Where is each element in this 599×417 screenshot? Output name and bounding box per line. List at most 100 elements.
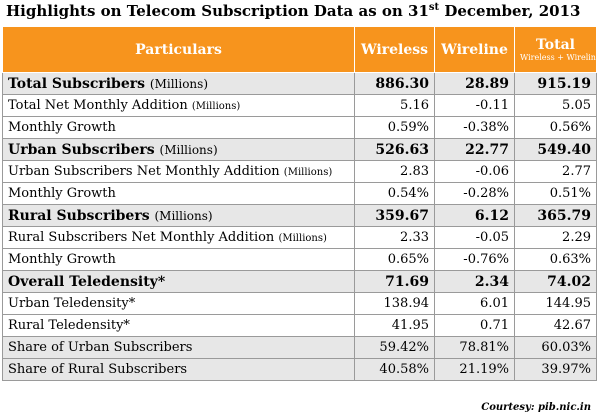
table-row: Monthly Growth 0.54% -0.28% 0.51% [2,182,597,205]
row-unit: (Millions) [191,101,241,112]
row-label: Total Subscribers (Millions) [2,72,355,95]
cell-total: 0.51% [514,182,597,205]
table-row: Rural Teledensity* 41.95 0.71 42.67 [2,314,597,337]
cell-total: 0.63% [514,248,597,271]
row-label-text: Monthly Growth [8,186,116,201]
cell-wireline: 6.12 [434,204,515,227]
courtesy-note: Courtesy: pib.nic.in [481,402,591,413]
cell-wireline: -0.05 [434,226,515,249]
cell-total: 39.97% [514,358,597,381]
table-row: Rural Subscribers Net Monthly Addition (… [2,226,597,249]
table-row: Overall Teledensity* 71.69 2.34 74.02 [2,270,597,293]
cell-wireless: 2.33 [354,226,435,249]
cell-wireline: -0.11 [434,94,515,117]
row-unit: (Millions) [283,167,333,178]
row-label: Total Net Monthly Addition (Millions) [2,94,355,117]
table-row: Rural Subscribers (Millions) 359.67 6.12 36… [2,204,597,227]
cell-total: 2.77 [514,160,597,183]
cell-total: 60.03% [514,336,597,359]
row-label: Urban Subscribers (Millions) [2,138,355,161]
cell-total: 5.05 [514,94,597,117]
row-unit: (Millions) [154,208,213,223]
cell-wireless: 2.83 [354,160,435,183]
table-header-row: Particulars Wireless Wireline Total Wire… [2,26,597,73]
table-row: Share of Urban Subscribers 59.42% 78.81% 60… [2,336,597,359]
row-label: Urban Subscribers Net Monthly Addition (… [2,160,355,183]
header-total-sublabel: Wireless + Wireline [520,52,597,62]
cell-total: 549.40 [514,138,597,161]
row-label-text: Total Net Monthly Addition [8,98,188,113]
row-label-text: Rural Subscribers [8,207,150,224]
table-row: Share of Rural Subscribers 40.58% 21.19% 39… [2,358,597,381]
page-title: Highlights on Telecom Subscription Data … [0,0,599,22]
row-label: Rural Teledensity* [2,314,355,337]
cell-wireline: 6.01 [434,292,515,315]
cell-wireless: 0.59% [354,116,435,139]
cell-total: 365.79 [514,204,597,227]
row-label: Monthly Growth [2,116,355,139]
row-unit: (Millions) [149,76,209,91]
header-wireless: Wireless [354,26,435,73]
table-row: Urban Subscribers (Millions) 526.63 22.77 5… [2,138,597,161]
cell-wireless: 526.63 [354,138,435,161]
row-label: Monthly Growth [2,182,355,205]
cell-total: 915.19 [514,72,597,95]
table-row: Total Subscribers (Millions) 886.30 28.89 9… [2,72,597,95]
row-label-text: Share of Urban Subscribers [8,340,193,355]
row-label: Rural Subscribers Net Monthly Addition (… [2,226,355,249]
header-wireline: Wireline [434,26,515,73]
row-label-text: Urban Teledensity* [8,296,136,311]
row-label: Share of Rural Subscribers [2,358,355,381]
cell-wireline: 0.71 [434,314,515,337]
cell-total: 2.29 [514,226,597,249]
cell-wireline: -0.06 [434,160,515,183]
header-total: Total Wireless + Wireline [514,26,597,73]
row-label-text: Share of Rural Subscribers [8,362,188,377]
cell-total: 74.02 [514,270,597,293]
row-label: Overall Teledensity* [2,270,355,293]
cell-wireless: 0.54% [354,182,435,205]
row-label-text: Overall Teledensity* [8,273,166,290]
cell-wireless: 0.65% [354,248,435,271]
row-unit: (Millions) [159,142,218,157]
cell-wireline: 21.19% [434,358,515,381]
row-label: Rural Subscribers (Millions) [2,204,355,227]
title-prefix: Highlights on Telecom Subscription Data … [6,2,429,20]
cell-wireless: 40.58% [354,358,435,381]
row-label-text: Total Subscribers [8,75,146,92]
cell-total: 144.95 [514,292,597,315]
row-label: Urban Teledensity* [2,292,355,315]
cell-total: 0.56% [514,116,597,139]
cell-wireline: -0.38% [434,116,515,139]
header-particulars: Particulars [2,26,355,73]
cell-wireless: 138.94 [354,292,435,315]
row-label-text: Monthly Growth [8,120,116,135]
row-label-text: Monthly Growth [8,252,116,267]
table-row: Urban Subscribers Net Monthly Addition (… [2,160,597,183]
row-label-text: Rural Teledensity* [8,318,130,333]
cell-wireline: 28.89 [434,72,515,95]
title-superscript: st [428,2,440,13]
cell-wireline: 2.34 [434,270,515,293]
cell-wireline: -0.76% [434,248,515,271]
row-label-text: Urban Subscribers [8,141,155,158]
row-unit: (Millions) [278,233,327,244]
cell-wireless: 41.95 [354,314,435,337]
row-label: Monthly Growth [2,248,355,271]
table-row: Monthly Growth 0.65% -0.76% 0.63% [2,248,597,271]
subscription-table: Particulars Wireless Wireline Total Wire… [2,26,597,381]
cell-wireline: 78.81% [434,336,515,359]
table-row: Monthly Growth 0.59% -0.38% 0.56% [2,116,597,139]
cell-wireless: 359.67 [354,204,435,227]
table-row: Total Net Monthly Addition (Millions) 5.1… [2,94,597,117]
row-label-text: Rural Subscribers Net Monthly Addition [8,230,275,245]
table-row: Urban Teledensity* 138.94 6.01 144.95 [2,292,597,315]
cell-wireline: -0.28% [434,182,515,205]
title-suffix: December, 2013 [439,2,581,20]
cell-wireless: 5.16 [354,94,435,117]
cell-wireline: 22.77 [434,138,515,161]
row-label-text: Urban Subscribers Net Monthly Addition [8,164,280,179]
row-label: Share of Urban Subscribers [2,336,355,359]
cell-wireless: 886.30 [354,72,435,95]
cell-wireless: 59.42% [354,336,435,359]
